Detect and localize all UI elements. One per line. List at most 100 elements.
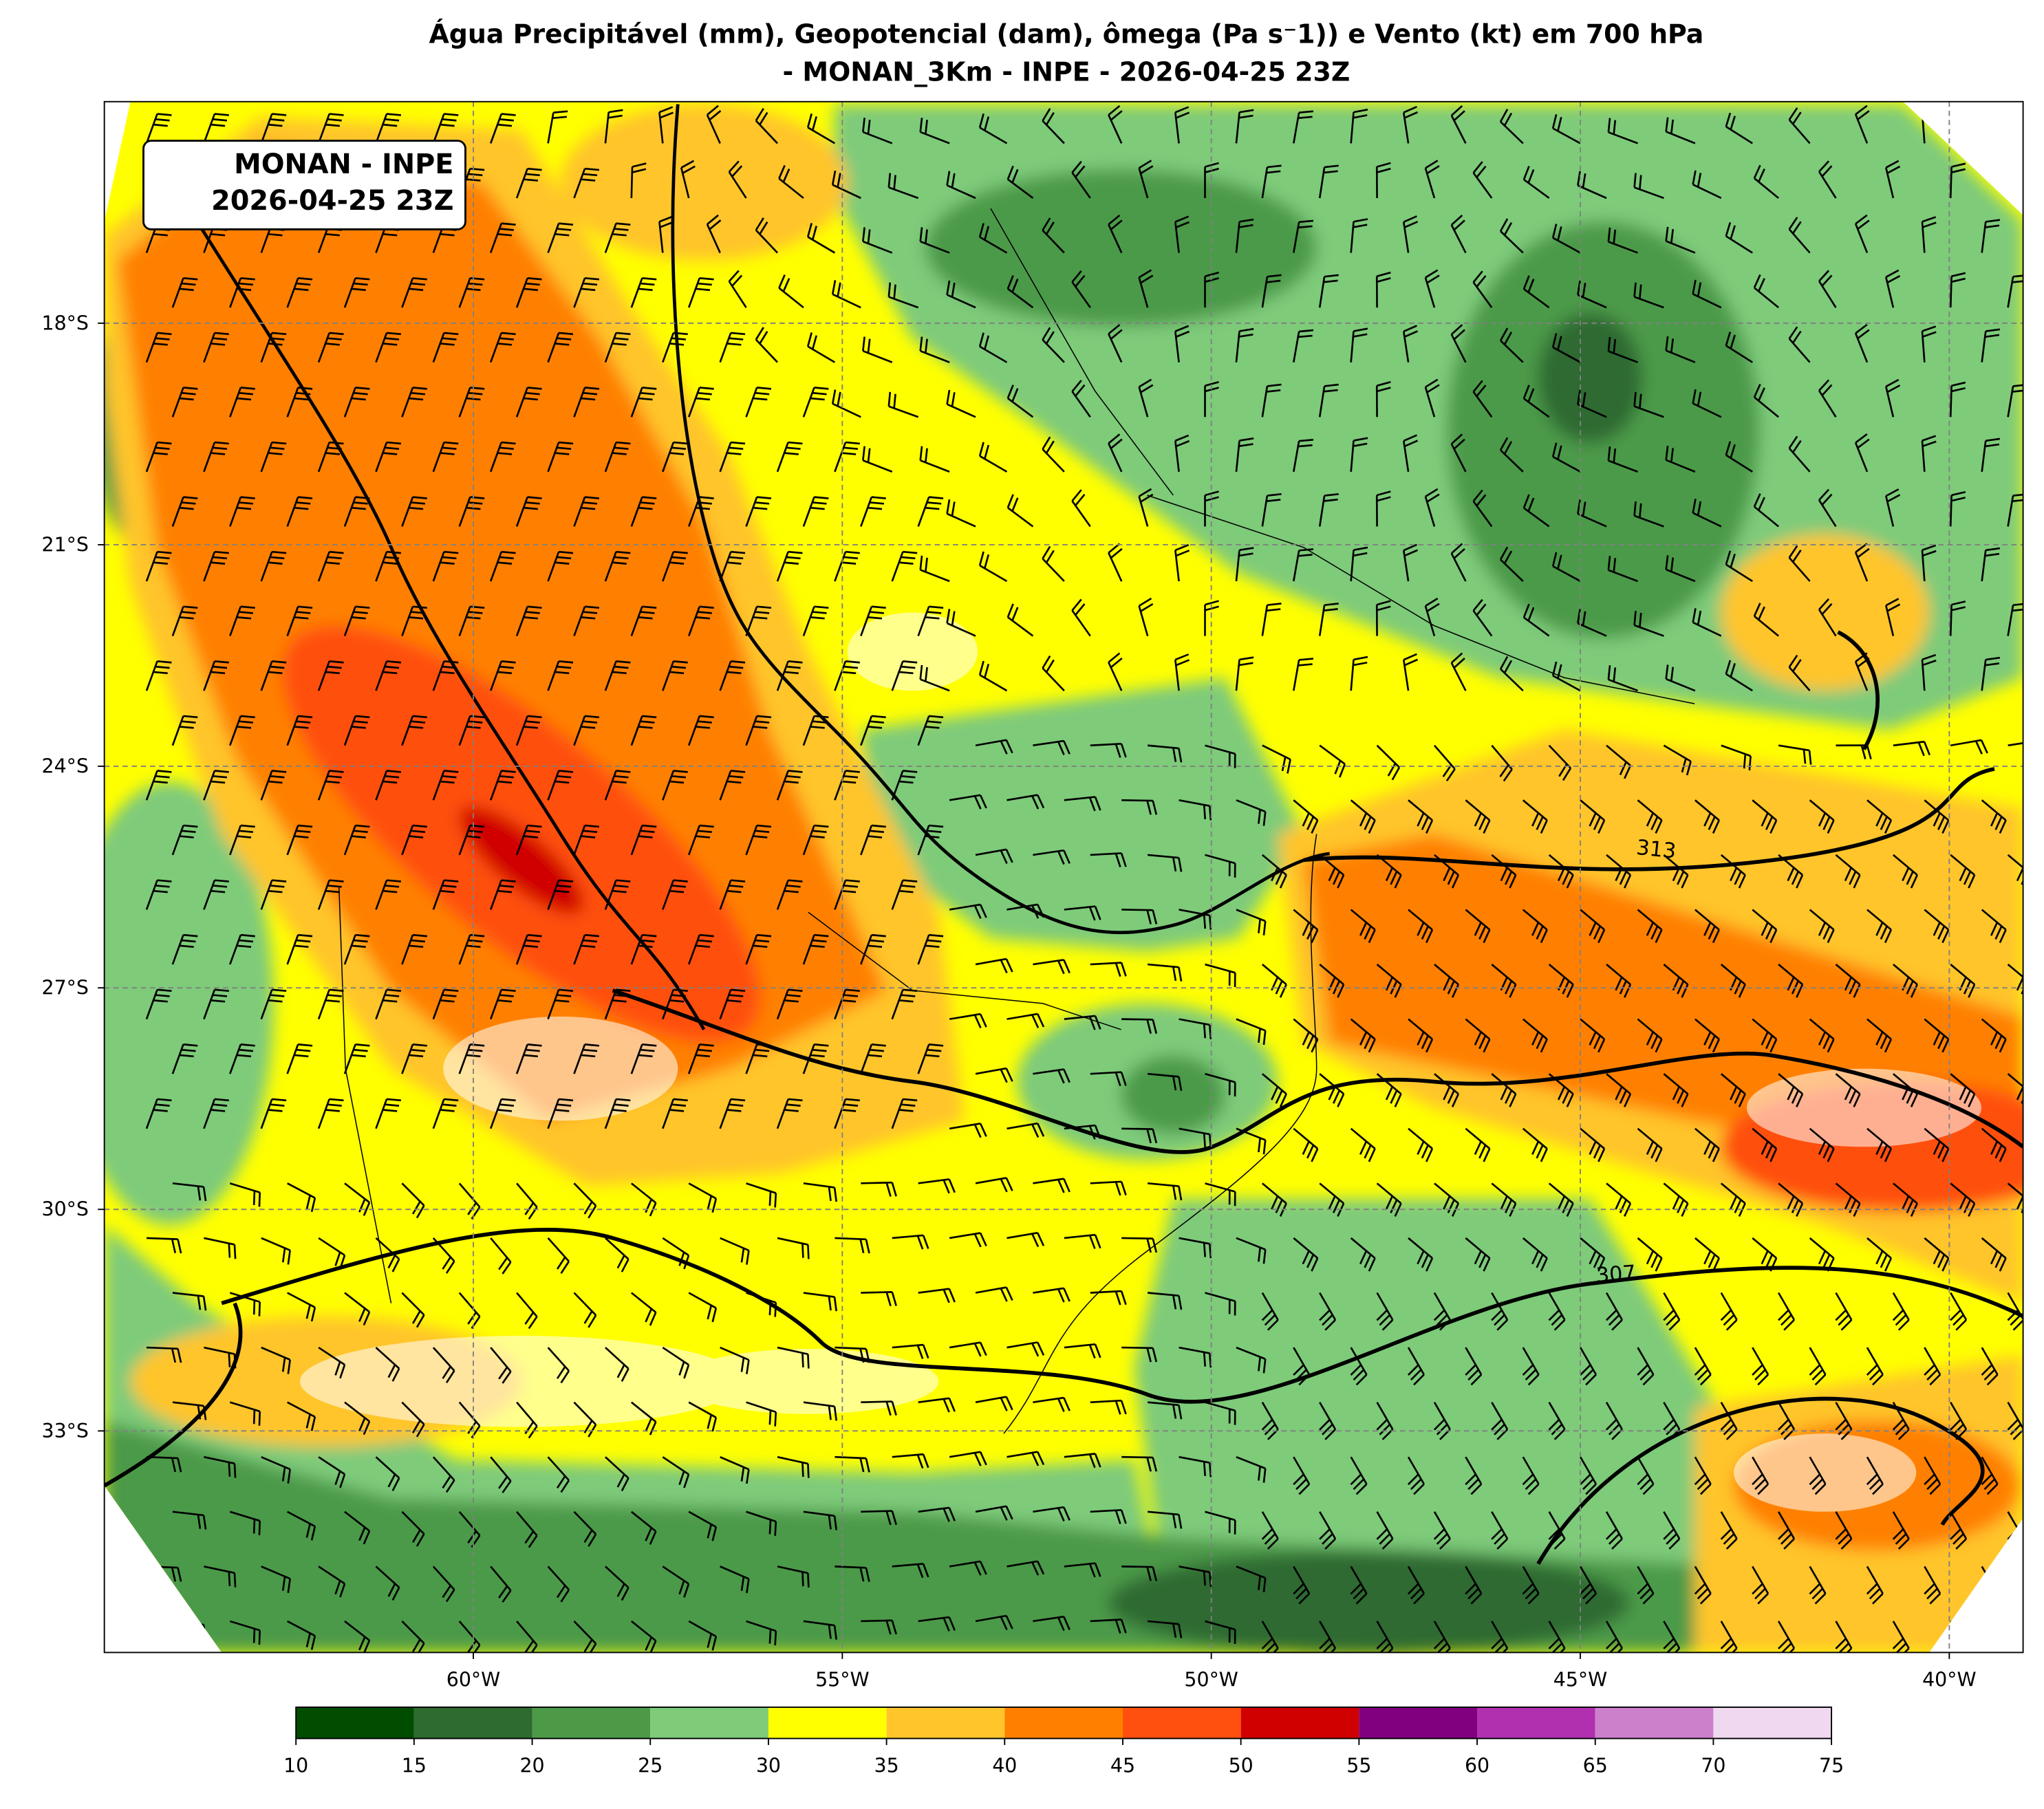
wind-barb: [171, 715, 198, 746]
wind-barb: [287, 1292, 316, 1322]
y-tick-label: 24°S: [42, 755, 89, 778]
wind-barb: [1818, 379, 1837, 418]
wind-barb: [1174, 653, 1190, 691]
wind-barb: [1633, 611, 1664, 637]
wind-barb: [949, 1012, 987, 1029]
wind-barb: [172, 1292, 207, 1311]
wind-barb: [229, 1292, 261, 1317]
wind-barb: [1854, 214, 1870, 254]
wind-barb: [1293, 658, 1314, 691]
wind-barb: [1924, 799, 1950, 834]
wind-barb: [1350, 1018, 1376, 1053]
wind-barb: [260, 332, 287, 363]
wind-barb: [573, 1621, 597, 1653]
wind-barb: [401, 387, 427, 418]
wind-barb: [1921, 653, 1937, 691]
wind-barb: [1720, 1621, 1738, 1653]
wind-barb: [1472, 489, 1493, 528]
wind-barb: [229, 1510, 261, 1535]
wind-barb: [489, 879, 516, 910]
wind-barb: [835, 1566, 870, 1582]
wind-barb: [1924, 1237, 1950, 1272]
wind-barb: [630, 1043, 657, 1074]
wind-barb: [1465, 1237, 1491, 1272]
wind-barb: [1090, 962, 1127, 977]
wind-barb: [1407, 1566, 1425, 1605]
wind-barb: [1725, 222, 1753, 254]
wind-barb: [1692, 170, 1722, 199]
wind-barb: [1402, 215, 1419, 253]
wind-barb: [755, 217, 778, 254]
wind-barb: [1261, 1511, 1279, 1550]
wind-barb: [260, 988, 287, 1020]
wind-barb: [860, 1043, 886, 1074]
wind-barb: [1007, 384, 1034, 418]
wind-barb: [1007, 1451, 1045, 1466]
wind-barb: [1408, 1018, 1434, 1053]
wind-barb: [860, 496, 886, 527]
wind-barb: [1522, 1018, 1548, 1053]
wind-barb: [1064, 1343, 1101, 1359]
wind-barb: [1884, 598, 1901, 636]
wind-barb: [746, 1292, 777, 1317]
wind-barb: [317, 988, 344, 1020]
wind-barb: [1376, 1511, 1394, 1550]
wind-barb: [1121, 1566, 1158, 1581]
wind-barb: [203, 1098, 229, 1129]
wind-barb: [2007, 603, 2023, 636]
wind-barb: [1663, 1401, 1681, 1440]
wind-barb: [547, 1456, 570, 1493]
wind-barb: [892, 1453, 929, 1469]
wind-barb: [630, 162, 647, 199]
wind-barb: [1007, 794, 1045, 810]
wind-barb: [1376, 1292, 1394, 1331]
wind-barb: [1522, 799, 1548, 834]
wind-barb: [489, 222, 516, 254]
wind-barb: [1884, 488, 1901, 527]
wind-barb: [1606, 964, 1632, 998]
wind-barb: [1949, 381, 1966, 418]
wind-barb: [1319, 1073, 1345, 1107]
wind-barb: [1174, 325, 1190, 362]
wind-barb: [1637, 1237, 1663, 1272]
wind-barb: [1605, 1401, 1623, 1440]
wind-barb: [1981, 1347, 1999, 1386]
wind-barb: [802, 1043, 829, 1074]
wind-barb: [831, 280, 861, 309]
wind-barb: [1809, 1018, 1835, 1053]
wind-barb: [1147, 1072, 1183, 1092]
wind-barb: [1293, 438, 1314, 473]
wind-barb: [1788, 545, 1811, 582]
wind-barb: [806, 223, 836, 254]
wind-barb: [1548, 1511, 1566, 1550]
wind-barb: [2007, 383, 2023, 418]
wind-barb: [145, 660, 172, 691]
wind-barb: [1064, 1562, 1101, 1578]
wind-barb: [1523, 166, 1550, 199]
wind-barb: [343, 933, 370, 965]
wind-barb: [1108, 214, 1123, 254]
wind-barb: [1138, 269, 1154, 308]
wind-barb: [1318, 274, 1339, 308]
wind-barb: [1579, 1347, 1597, 1386]
wind-barb: [344, 1620, 371, 1653]
wind-barb: [344, 1401, 371, 1436]
wind-barb: [458, 715, 485, 746]
wind-barb: [432, 770, 459, 801]
wind-barb: [286, 715, 313, 746]
wind-barb: [919, 336, 950, 363]
wind-barb: [547, 1566, 570, 1603]
wind-barb: [776, 879, 803, 910]
wind-barb: [1551, 224, 1581, 254]
wind-barb: [1499, 546, 1524, 582]
wind-barb: [688, 1510, 718, 1541]
wind-barb: [1174, 543, 1190, 582]
wind-barb: [1950, 739, 1988, 755]
wind-barb: [573, 496, 599, 527]
wind-barb: [719, 550, 746, 582]
wind-barb: [1424, 378, 1440, 418]
wind-barb: [1350, 1456, 1368, 1495]
x-tick-label: 40°W: [1922, 1669, 1976, 1691]
wind-barb: [1491, 1292, 1509, 1331]
wind-barb: [547, 770, 574, 801]
